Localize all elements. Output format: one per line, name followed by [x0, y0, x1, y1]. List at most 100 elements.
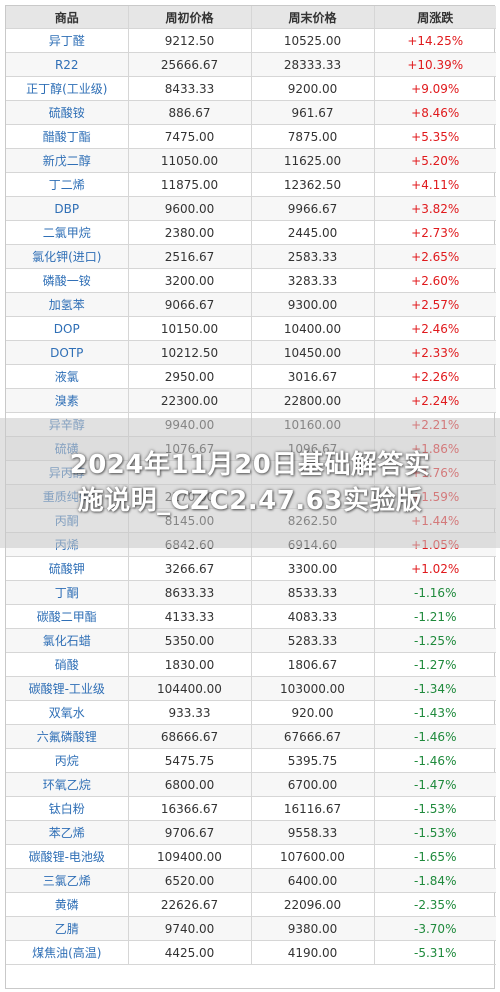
cell-open-price: 16366.67 — [128, 796, 252, 821]
cell-product: 煤焦油(高温) — [6, 940, 129, 965]
cell-change: +3.82% — [374, 196, 496, 221]
table-row: 六氟磷酸锂 68666.67 67666.67 -1.46% — [6, 724, 496, 749]
cell-close-price: 22800.00 — [251, 388, 375, 413]
table-row: R22 25666.67 28333.33 +10.39% — [6, 52, 496, 77]
cell-close-price: 22096.00 — [251, 892, 375, 917]
cell-product: 碳酸二甲酯 — [6, 604, 129, 629]
cell-open-price: 5475.75 — [128, 748, 252, 773]
cell-product: 氯化钾(进口) — [6, 244, 129, 269]
cell-open-price: 9066.67 — [128, 292, 252, 317]
table-row: 乙腈 9740.00 9380.00 -3.70% — [6, 916, 496, 941]
cell-close-price: 3016.67 — [251, 364, 375, 389]
cell-close-price: 11625.00 — [251, 148, 375, 173]
cell-close-price: 961.67 — [251, 100, 375, 125]
table-body: 异丁醛 9212.50 10525.00 +14.25% R22 25666.67 2833… — [6, 28, 496, 965]
cell-change: +2.60% — [374, 268, 496, 293]
cell-product: 溴素 — [6, 388, 129, 413]
cell-change: +1.02% — [374, 556, 496, 581]
cell-product: 六氟磷酸锂 — [6, 724, 129, 749]
cell-close-price: 9558.33 — [251, 820, 375, 845]
table-row: 硫酸铵 886.67 961.67 +8.46% — [6, 100, 496, 125]
cell-product: 异丁醛 — [6, 28, 129, 53]
cell-product: 丙烷 — [6, 748, 129, 773]
cell-close-price: 5283.33 — [251, 628, 375, 653]
table-row: 加氢苯 9066.67 9300.00 +2.57% — [6, 292, 496, 317]
cell-product: 苯乙烯 — [6, 820, 129, 845]
cell-product: 丁二烯 — [6, 172, 129, 197]
table-row: DBP 9600.00 9966.67 +3.82% — [6, 196, 496, 221]
cell-open-price: 4425.00 — [128, 940, 252, 965]
table-row: 氯化钾(进口) 2516.67 2583.33 +2.65% — [6, 244, 496, 269]
cell-change: -1.46% — [374, 748, 496, 773]
table-row: 醋酸丁酯 7475.00 7875.00 +5.35% — [6, 124, 496, 149]
cell-close-price: 9380.00 — [251, 916, 375, 941]
header-week-close-price: 周末价格 — [251, 6, 375, 29]
cell-product: 硝酸 — [6, 652, 129, 677]
cell-change: +9.09% — [374, 76, 496, 101]
cell-close-price: 9300.00 — [251, 292, 375, 317]
cell-close-price: 10525.00 — [251, 28, 375, 53]
cell-product: 新戊二醇 — [6, 148, 129, 173]
cell-open-price: 11875.00 — [128, 172, 252, 197]
cell-close-price: 12362.50 — [251, 172, 375, 197]
table-row: 正丁醇(工业级) 8433.33 9200.00 +9.09% — [6, 76, 496, 101]
header-week-change: 周涨跌 — [374, 6, 496, 29]
cell-open-price: 2516.67 — [128, 244, 252, 269]
cell-product: 碳酸锂-工业级 — [6, 676, 129, 701]
cell-open-price: 22300.00 — [128, 388, 252, 413]
cell-open-price: 109400.00 — [128, 844, 252, 869]
cell-product: 醋酸丁酯 — [6, 124, 129, 149]
cell-change: -1.84% — [374, 868, 496, 893]
cell-close-price: 2445.00 — [251, 220, 375, 245]
cell-product: 磷酸一铵 — [6, 268, 129, 293]
cell-product: 碳酸锂-电池级 — [6, 844, 129, 869]
table-row: 钛白粉 16366.67 16116.67 -1.53% — [6, 796, 496, 821]
cell-close-price: 3300.00 — [251, 556, 375, 581]
cell-change: +5.35% — [374, 124, 496, 149]
cell-close-price: 3283.33 — [251, 268, 375, 293]
cell-close-price: 1806.67 — [251, 652, 375, 677]
cell-product: 二氯甲烷 — [6, 220, 129, 245]
cell-close-price: 10400.00 — [251, 316, 375, 341]
cell-open-price: 3266.67 — [128, 556, 252, 581]
watermark-banner: 2024年11月20日基础解答实 施说明_CZC2.47.63实验版 — [0, 418, 500, 548]
cell-change: +14.25% — [374, 28, 496, 53]
cell-change: -1.25% — [374, 628, 496, 653]
cell-change: +4.11% — [374, 172, 496, 197]
cell-change: -1.21% — [374, 604, 496, 629]
table-row: 新戊二醇 11050.00 11625.00 +5.20% — [6, 148, 496, 173]
watermark-line-1: 2024年11月20日基础解答实 — [69, 450, 431, 480]
cell-open-price: 7475.00 — [128, 124, 252, 149]
price-table-container: 商品 周初价格 周末价格 周涨跌 异丁醛 9212.50 10525.00 +14.2… — [5, 5, 496, 989]
cell-close-price: 4083.33 — [251, 604, 375, 629]
table-row: 硫酸钾 3266.67 3300.00 +1.02% — [6, 556, 496, 581]
cell-open-price: 8633.33 — [128, 580, 252, 605]
cell-change: +2.46% — [374, 316, 496, 341]
cell-change: -1.53% — [374, 796, 496, 821]
cell-open-price: 9600.00 — [128, 196, 252, 221]
table-row: 丙烷 5475.75 5395.75 -1.46% — [6, 748, 496, 773]
cell-change: +2.73% — [374, 220, 496, 245]
cell-open-price: 22626.67 — [128, 892, 252, 917]
cell-close-price: 16116.67 — [251, 796, 375, 821]
cell-open-price: 10150.00 — [128, 316, 252, 341]
cell-open-price: 25666.67 — [128, 52, 252, 77]
cell-product: DOP — [6, 316, 129, 341]
table-row: 黄磷 22626.67 22096.00 -2.35% — [6, 892, 496, 917]
cell-close-price: 6700.00 — [251, 772, 375, 797]
cell-open-price: 933.33 — [128, 700, 252, 725]
cell-close-price: 28333.33 — [251, 52, 375, 77]
cell-open-price: 3200.00 — [128, 268, 252, 293]
table-row: 碳酸二甲酯 4133.33 4083.33 -1.21% — [6, 604, 496, 629]
cell-product: 环氧乙烷 — [6, 772, 129, 797]
cell-open-price: 1830.00 — [128, 652, 252, 677]
cell-close-price: 8533.33 — [251, 580, 375, 605]
cell-product: 加氢苯 — [6, 292, 129, 317]
cell-close-price: 9966.67 — [251, 196, 375, 221]
cell-open-price: 2950.00 — [128, 364, 252, 389]
cell-product: 乙腈 — [6, 916, 129, 941]
header-week-open-price: 周初价格 — [128, 6, 252, 29]
cell-close-price: 10450.00 — [251, 340, 375, 365]
cell-change: -1.53% — [374, 820, 496, 845]
table-row: 液氯 2950.00 3016.67 +2.26% — [6, 364, 496, 389]
